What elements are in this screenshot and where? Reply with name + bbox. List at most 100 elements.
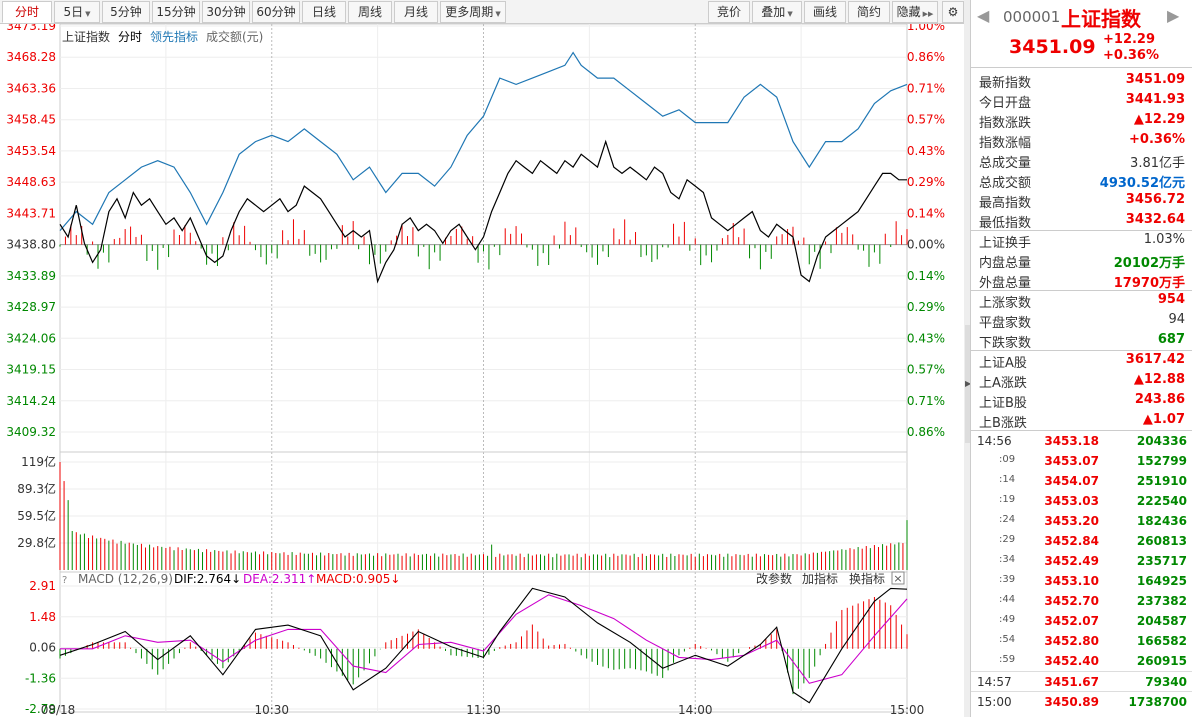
tick-row: :34 3452.49 235717 [971, 551, 1192, 571]
toolbar-button-4[interactable]: 隐藏 ▶▶ [892, 1, 938, 23]
stat-label: 今日开盘 [979, 96, 1032, 111]
stat-label: 最高指数 [979, 196, 1032, 211]
gear-icon[interactable]: ⚙ [942, 1, 964, 23]
stat-row: 指数涨幅 +0.36% [971, 130, 1192, 151]
toolbar-button-3[interactable]: 简约 [848, 1, 890, 23]
price-tick-label: 3468.28 [6, 50, 56, 64]
stat-label: 最新指数 [979, 76, 1032, 91]
time-tick-label: 10:30 [254, 703, 289, 717]
stat-row: 内盘总量 20102万手 [971, 250, 1192, 271]
price-tick-label: 3414.24 [6, 394, 56, 408]
toolbar-button-2[interactable]: 画线 [804, 1, 846, 23]
stat-value: ▲12.29 [1133, 112, 1185, 127]
stat-value: 3617.42 [1125, 352, 1185, 367]
price-tick-label: 3424.06 [6, 331, 56, 345]
toolbar-button-1[interactable]: 叠加 ▼ [752, 1, 802, 23]
pct-tick-label: 0.29% [907, 300, 945, 314]
tick-price: 3452.40 [1044, 654, 1099, 668]
legend-volume: 成交额(元) [206, 29, 263, 44]
stat-label: 外盘总量 [979, 276, 1032, 291]
macd-label: MACD (12,26,9) [78, 572, 173, 586]
prev-arrow-icon[interactable]: ◀ [977, 6, 990, 25]
tab-5[interactable]: 60分钟 [252, 1, 300, 23]
collapse-panel-icon[interactable]: ▶ [965, 325, 971, 443]
stat-value: 3432.64 [1125, 212, 1185, 227]
pct-tick-label: 0.57% [907, 363, 945, 377]
stat-row: 上A涨跌 ▲12.88 [971, 370, 1192, 391]
macd-tick-label: -1.36 [25, 671, 56, 685]
stat-row: 下跌家数 687 [971, 330, 1192, 351]
time-tick-label: 08/18 [41, 703, 76, 717]
stat-row: 最高指数 3456.72 [971, 190, 1192, 211]
tick-row: :54 3452.80 166582 [971, 631, 1192, 651]
tab-0[interactable]: 分时 [2, 1, 52, 23]
stat-label: 内盘总量 [979, 256, 1032, 271]
stat-value: 20102万手 [1113, 256, 1185, 271]
pct-tick-label: 0.00% [907, 238, 945, 252]
legend-mode: 分时 [118, 30, 142, 44]
next-arrow-icon[interactable]: ▶ [1167, 6, 1180, 25]
price-tick-label: 3448.63 [6, 175, 56, 189]
stat-value: 3451.09 [1125, 72, 1185, 87]
tick-row: :09 3453.07 152799 [971, 451, 1192, 471]
price-tick-label: 3428.97 [6, 300, 56, 314]
macd-tick-label: 2.91 [29, 579, 56, 593]
tab-8[interactable]: 月线 [394, 1, 438, 23]
quote-panel: ◀ 000001 上证指数 ▶ 3451.09 +12.29 +0.36% 最新… [970, 0, 1192, 717]
tick-price: 3453.10 [1044, 574, 1099, 588]
tick-row: 14:56 3453.18 204336 [971, 431, 1192, 451]
tick-row: :24 3453.20 182436 [971, 511, 1192, 531]
tab-2[interactable]: 5分钟 [102, 1, 150, 23]
legend-name: 上证指数 [62, 29, 110, 44]
tick-price: 3453.20 [1044, 514, 1099, 528]
pct-tick-label: 0.86% [907, 425, 945, 439]
stat-row: 今日开盘 3441.93 [971, 90, 1192, 111]
stat-value: +0.36% [1129, 132, 1185, 147]
quote-header: ◀ 000001 上证指数 ▶ 3451.09 +12.29 +0.36% [971, 0, 1192, 68]
chart-canvas[interactable]: 3473.19 3468.28 3463.36 3458.45 3453.54 3448.… [0, 19, 968, 717]
tab-9[interactable]: 更多周期 ▼ [440, 1, 506, 23]
intraday-chart[interactable]: 3473.19 3468.28 3463.36 3458.45 3453.54 3448.… [0, 19, 968, 717]
toolbar-button-0[interactable]: 竞价 [708, 1, 750, 23]
tick-price: 3450.89 [1044, 695, 1099, 709]
volume-tick-label: 29.8亿 [17, 535, 56, 550]
tick-time: :39 [999, 574, 1016, 585]
stat-label: 上A涨跌 [979, 376, 1027, 391]
tick-time: 14:56 [977, 434, 1012, 448]
pct-tick-label: 0.14% [907, 269, 945, 283]
tick-price: 3452.70 [1044, 594, 1099, 608]
period-toolbar: 分时 5日 ▼ 5分钟 15分钟 30分钟 60分钟 日线 周线 月线 更多周期 ▼ 竞价 叠加 ▼ 画线 简约… [0, 0, 968, 24]
section-divider [971, 290, 1192, 291]
price-tick-label: 3473.19 [6, 24, 56, 33]
macd-dif: DIF:2.764↓ [174, 572, 241, 586]
stat-value: 954 [1157, 292, 1185, 307]
stock-code: 000001 [1003, 8, 1061, 26]
pct-tick-label: 0.29% [907, 175, 945, 189]
section-divider [971, 350, 1192, 351]
stat-label: 总成交量 [979, 156, 1032, 171]
tab-1[interactable]: 5日 ▼ [54, 1, 100, 23]
tick-volume: 260813 [1136, 534, 1187, 548]
tab-6[interactable]: 日线 [302, 1, 346, 23]
stock-name: 上证指数 [1061, 7, 1141, 31]
last-price: 3451.09 [1009, 36, 1096, 58]
close-icon[interactable] [891, 571, 905, 585]
tab-7[interactable]: 周线 [348, 1, 392, 23]
tick-row: 15:00 3450.89 1738700 [971, 691, 1192, 711]
tab-3[interactable]: 15分钟 [152, 1, 200, 23]
macd-tick-label: 1.48 [29, 610, 56, 624]
price-tick-label: 3453.54 [6, 144, 56, 158]
stat-label: 指数涨跌 [979, 116, 1032, 131]
time-tick-label: 14:00 [678, 703, 713, 717]
stat-value: 4930.52亿元 [1099, 176, 1185, 191]
price-tick-label: 3443.71 [6, 206, 56, 220]
tick-price: 3452.84 [1044, 534, 1099, 548]
stat-value: 3441.93 [1125, 92, 1185, 107]
collapse-icon: ▶▶ [922, 10, 934, 18]
stat-row: 外盘总量 17970万手 [971, 270, 1192, 291]
stat-label: 指数涨幅 [979, 136, 1032, 151]
tab-4[interactable]: 30分钟 [202, 1, 250, 23]
tick-row: :49 3452.07 204587 [971, 611, 1192, 631]
tick-time: :24 [999, 514, 1016, 525]
tick-volume: 182436 [1136, 514, 1187, 528]
